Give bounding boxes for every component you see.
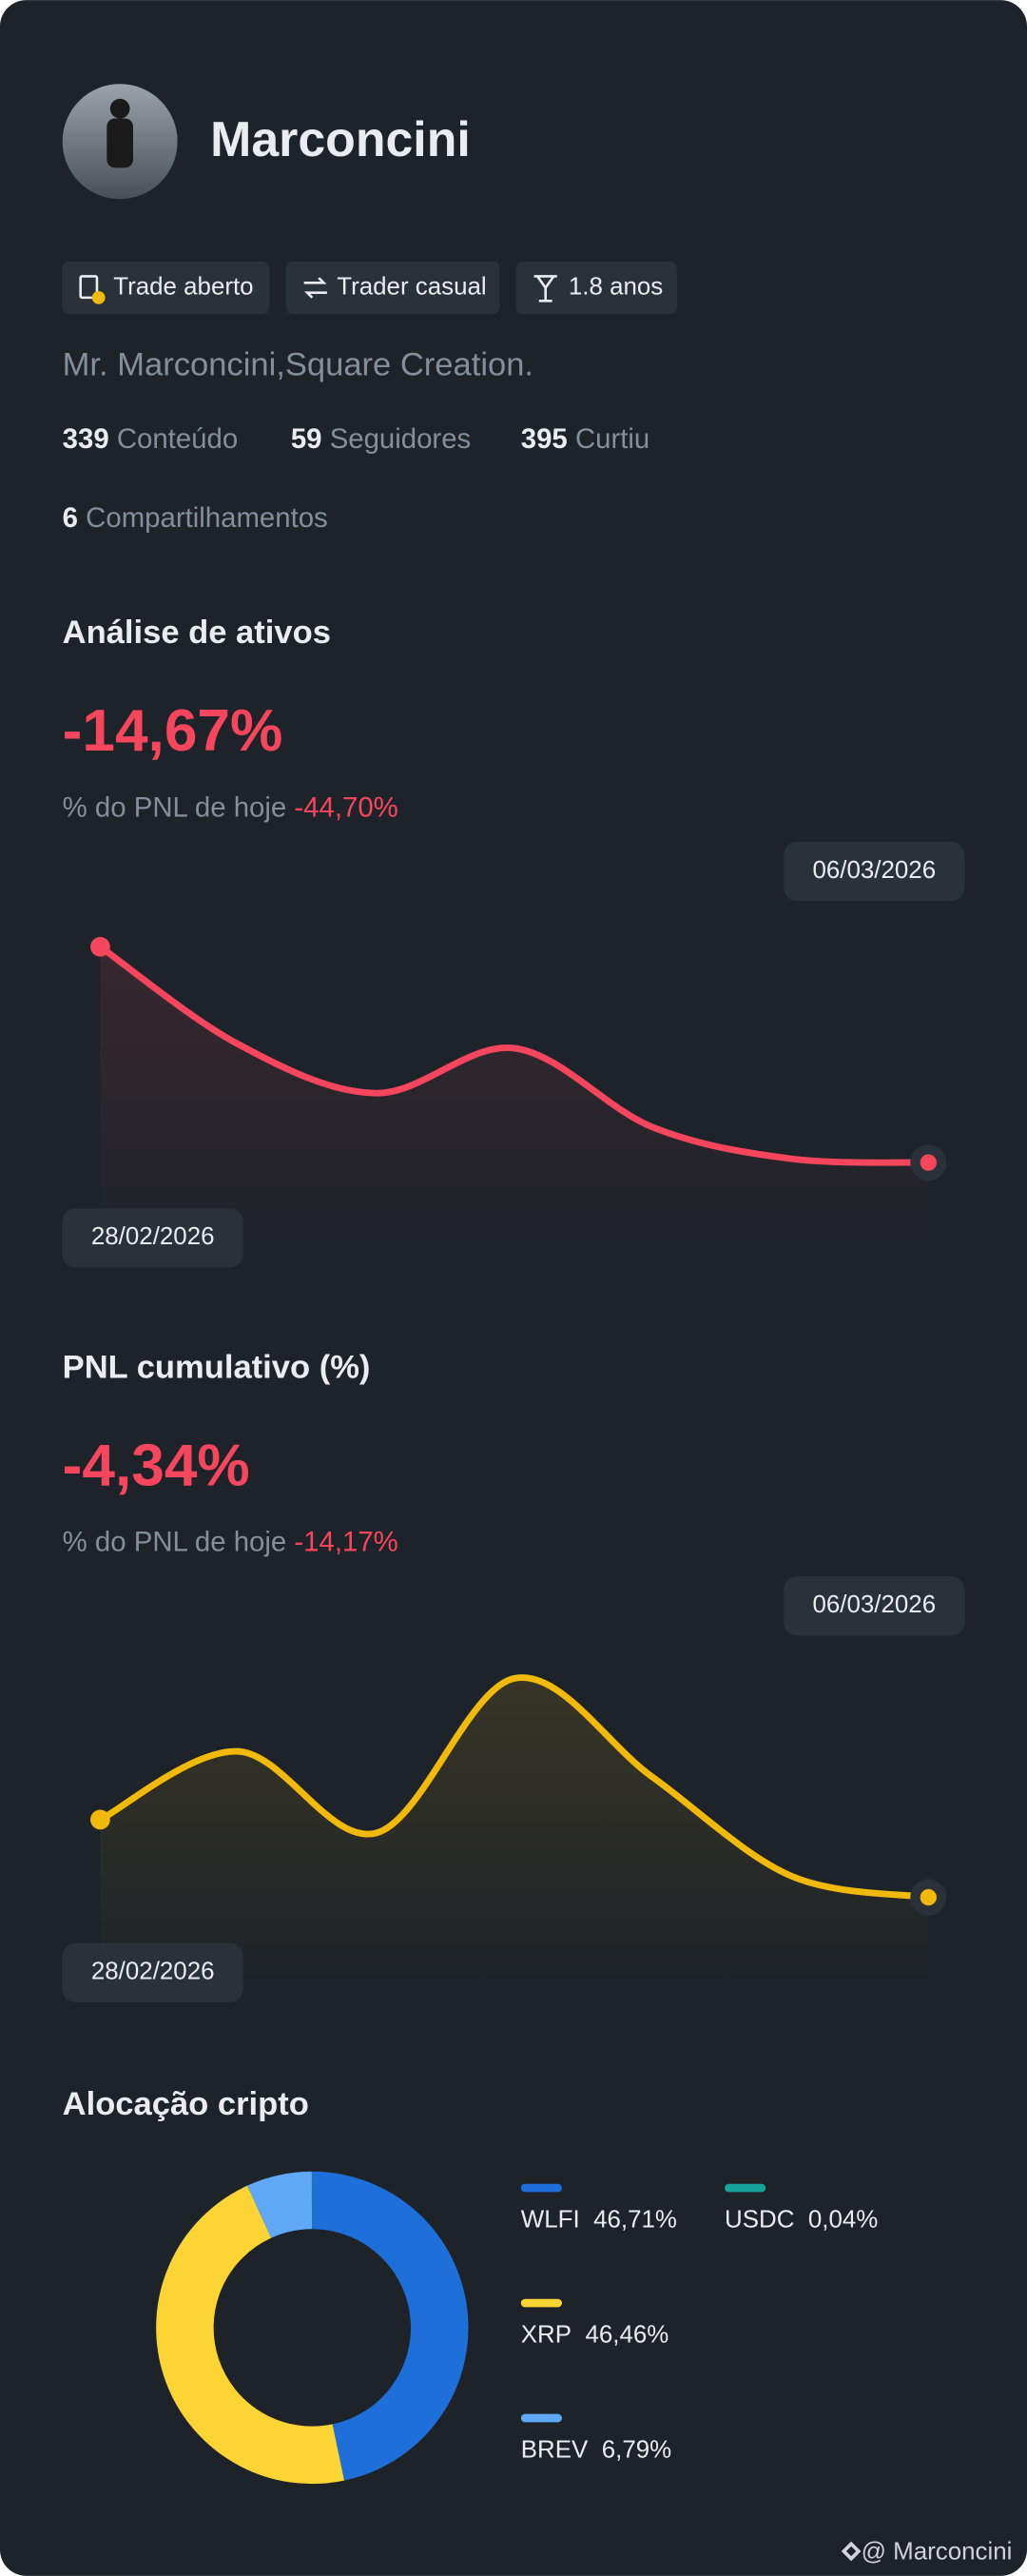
donut-slice: [311, 2171, 469, 2481]
legend-value: 46,71%: [593, 2206, 677, 2233]
line-area: [100, 1677, 929, 1984]
tag: Trader casual: [285, 261, 500, 315]
start-point: [90, 1809, 110, 1830]
tag-label: 1.8 anos: [569, 273, 663, 300]
tag-box: [515, 261, 677, 315]
start-point: [90, 936, 110, 957]
donut-slice: [247, 2171, 314, 2239]
pnl-today-label: % do PNL de hoje: [63, 791, 287, 823]
tag-label: Trade aberto: [113, 273, 253, 300]
avatar[interactable]: [62, 84, 178, 200]
date-tooltip: [62, 1942, 243, 2002]
date-tooltip: [784, 1576, 965, 1636]
pnl-headline: -4,34%: [63, 1433, 250, 1498]
pnl-today-value: -14,17%: [294, 1526, 397, 1557]
legend-swatch: [520, 2413, 562, 2423]
date-label: 28/02/2026: [91, 1959, 215, 1985]
tag-box: [62, 261, 270, 315]
legend-entry: BREV 6,79%: [521, 2436, 671, 2463]
tag: Trade aberto: [62, 261, 270, 315]
tag-label: Trader casual: [337, 273, 486, 300]
section-title: Alocação cripto: [63, 2086, 309, 2122]
stat: 6 Compartilhamentos: [63, 502, 328, 534]
legend-label: BREV: [521, 2436, 589, 2463]
pnl-today: % do PNL de hoje -14,17%: [63, 1526, 398, 1557]
stat-label: Seguidores: [330, 423, 472, 455]
tag-icon: [91, 290, 106, 304]
end-point: [920, 1154, 937, 1171]
profile-bio: Mr. Marconcini,Square Creation.: [63, 347, 533, 383]
line-path: [96, 943, 932, 1166]
stat-label: Conteúdo: [117, 423, 238, 455]
stat: 395 Curtiu: [521, 423, 650, 455]
profile-name: Marconcini: [210, 111, 471, 166]
tag: 1.8 anos: [515, 261, 677, 315]
avatar-figure: [107, 118, 133, 168]
legend-value: 6,79%: [602, 2436, 671, 2463]
section-title: Análise de ativos: [63, 615, 331, 651]
legend-swatch: [725, 2183, 766, 2193]
footer-handle: @ Marconcini: [862, 2539, 1013, 2566]
tag-icon: [303, 277, 327, 299]
pnl-today-label: % do PNL de hoje: [63, 1526, 287, 1557]
stat-value: 6: [63, 502, 78, 534]
stat: 59 Seguidores: [291, 423, 471, 455]
date-label: 06/03/2026: [812, 1591, 936, 1618]
stat-label: Curtiu: [575, 423, 649, 455]
tag-icon: [79, 275, 99, 300]
stat-label: Compartilhamentos: [86, 502, 328, 534]
pnl-headline: -14,67%: [63, 698, 283, 764]
line-path: [96, 1674, 932, 1902]
tag-icon: [533, 275, 557, 302]
legend-entry: WLFI 46,71%: [521, 2206, 677, 2233]
legend-label: WLFI: [521, 2206, 580, 2233]
legend-label: XRP: [521, 2321, 572, 2348]
date-tooltip: [62, 1208, 243, 1268]
legend-entry: XRP 46,46%: [521, 2321, 669, 2348]
legend-entry: USDC 0,04%: [725, 2206, 878, 2233]
legend-label: USDC: [725, 2206, 794, 2233]
stat-value: 395: [521, 423, 568, 455]
pnl-today-value: -44,70%: [294, 791, 397, 823]
tag-box: [285, 261, 500, 315]
donut-slice: [156, 2185, 344, 2485]
legend-value: 0,04%: [808, 2206, 878, 2233]
legend-swatch: [520, 2183, 562, 2193]
pnl-today: % do PNL de hoje -44,70%: [63, 791, 398, 823]
footer-logo: [841, 2541, 862, 2562]
legend-value: 46,46%: [585, 2321, 669, 2348]
date-label: 06/03/2026: [812, 857, 936, 884]
date-label: 28/02/2026: [91, 1223, 215, 1250]
avatar-figure: [109, 98, 130, 119]
legend-swatch: [520, 2298, 562, 2308]
date-tooltip: [784, 841, 965, 902]
end-point: [920, 1888, 937, 1906]
stat-value: 59: [291, 423, 322, 455]
section-title: PNL cumulativo (%): [63, 1350, 371, 1386]
stat-value: 339: [63, 423, 109, 455]
line-area: [100, 946, 929, 1250]
stat: 339 Conteúdo: [63, 423, 239, 455]
